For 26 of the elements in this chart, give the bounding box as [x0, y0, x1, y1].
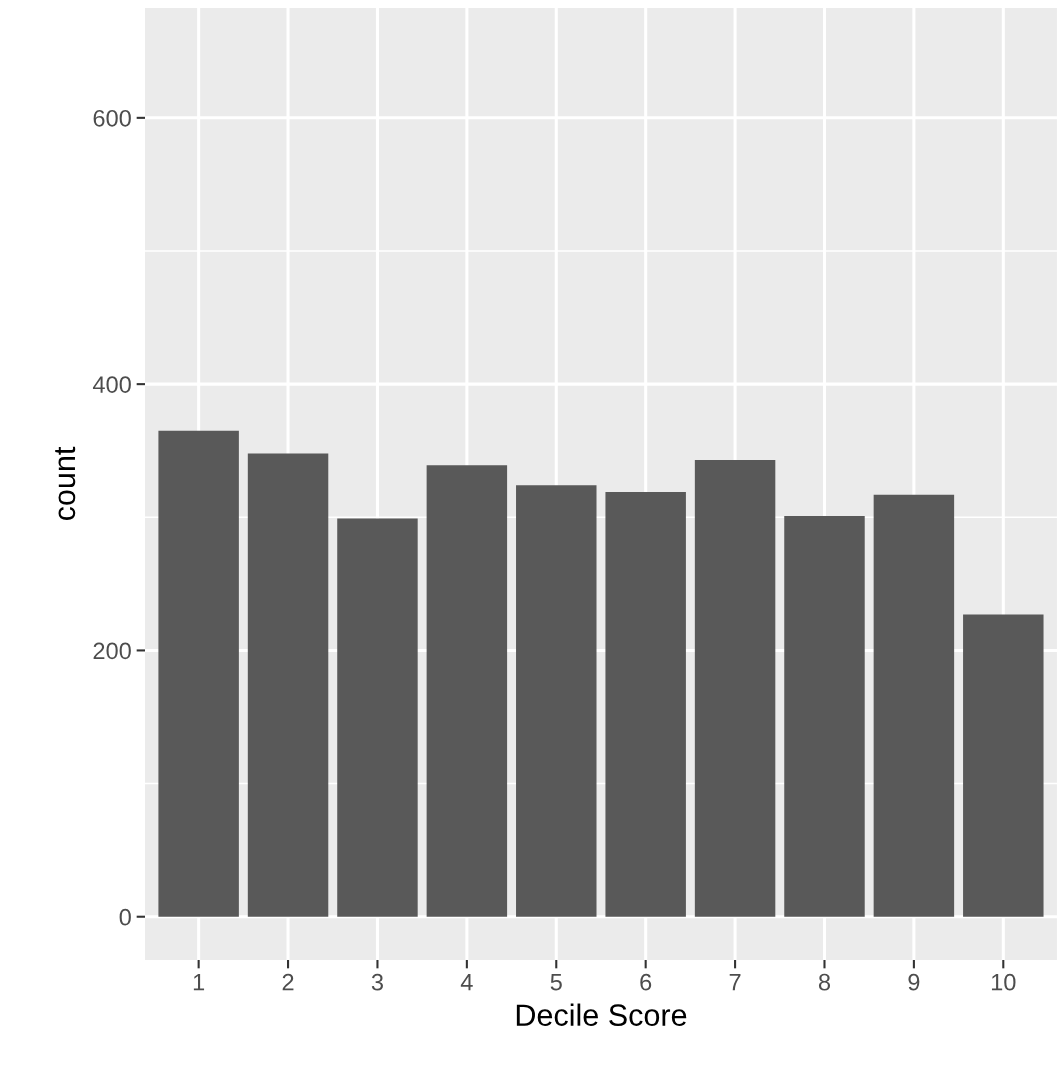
x-tick-label: 9	[908, 973, 920, 991]
bar	[784, 515, 865, 917]
y-tick-label: 600	[93, 109, 131, 127]
bar	[426, 465, 508, 917]
x-tick-label: 4	[460, 974, 473, 991]
bar	[158, 430, 239, 917]
bar	[337, 518, 418, 917]
bar	[873, 494, 955, 917]
x-tick-label: 10	[991, 973, 1016, 991]
x-tick-label: 6	[640, 973, 652, 991]
x-axis-title: Decile Score	[516, 1003, 687, 1026]
y-tick-label: 200	[93, 642, 131, 660]
x-tick-label: 1	[193, 974, 205, 991]
y-tick-label: 0	[119, 908, 131, 926]
x-tick-label: 7	[729, 974, 741, 991]
x-tick-label: 5	[550, 974, 562, 991]
y-axis-title: count	[55, 446, 76, 521]
x-tick-label: 2	[282, 973, 294, 991]
y-tick-label: 400	[92, 376, 131, 393]
bar	[963, 614, 1044, 917]
x-tick-label: 3	[371, 973, 383, 991]
bar	[605, 491, 686, 917]
bar	[516, 485, 597, 917]
bar	[247, 453, 329, 917]
bar	[694, 460, 776, 917]
x-tick-label: 8	[818, 973, 831, 991]
